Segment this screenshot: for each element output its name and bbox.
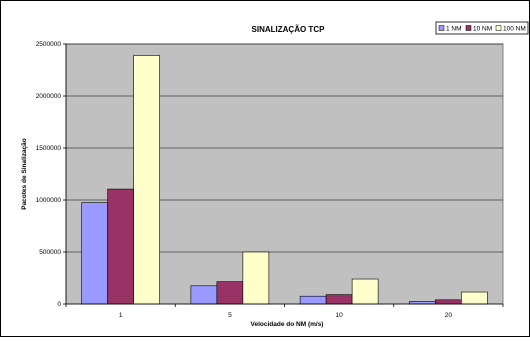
y-axis-title: Pacotes de Sinalização [21,138,28,210]
x-tick-label: 20 [445,312,453,319]
y-tick-label: 2500000 [36,41,62,48]
bar-1-nm-1 [81,202,108,305]
bar-1-nm-10 [299,295,327,305]
x-tick-label: 1 [119,312,123,319]
legend-label: 1 NM [446,26,462,33]
legend-label: 10 NM [473,26,492,33]
bar-100-nm-20 [461,291,488,305]
y-tick-label: 2000000 [36,93,62,100]
bars [81,55,488,305]
axes [63,43,504,307]
legend-swatch [495,25,502,31]
bar-10-nm-10 [325,294,353,305]
chart-title: SINALIZAÇÃO TCP [252,25,326,34]
bar-10-nm-5 [216,281,244,305]
x-tick-label: 10 [336,312,344,319]
y-tick-label: 500000 [39,249,61,256]
y-tick-label: 1500000 [36,145,62,152]
y-tick-label: 0 [57,301,61,308]
legend-swatch [465,25,472,31]
bar-100-nm-5 [242,251,270,305]
bar-10-nm-20 [435,299,462,305]
legend: 1 NM 10 NM 100 NM [435,21,529,35]
y-tick-label: 1000000 [36,197,62,204]
bar-100-nm-1 [133,55,160,305]
bar-100-nm-10 [351,278,379,305]
bar-1-nm-5 [190,285,218,305]
bar-10-nm-1 [107,188,134,305]
x-tick-labels: 1 5 10 20 [119,312,453,319]
x-axis-title: Velocidade do NM (m/s) [251,321,324,328]
legend-swatch [438,25,445,31]
legend-label: 100 NM [503,26,526,33]
y-tick-labels: 0 500000 1000000 1500000 2000000 2500000 [36,41,62,308]
x-tick-label: 5 [228,312,232,319]
legend-box [435,21,529,35]
